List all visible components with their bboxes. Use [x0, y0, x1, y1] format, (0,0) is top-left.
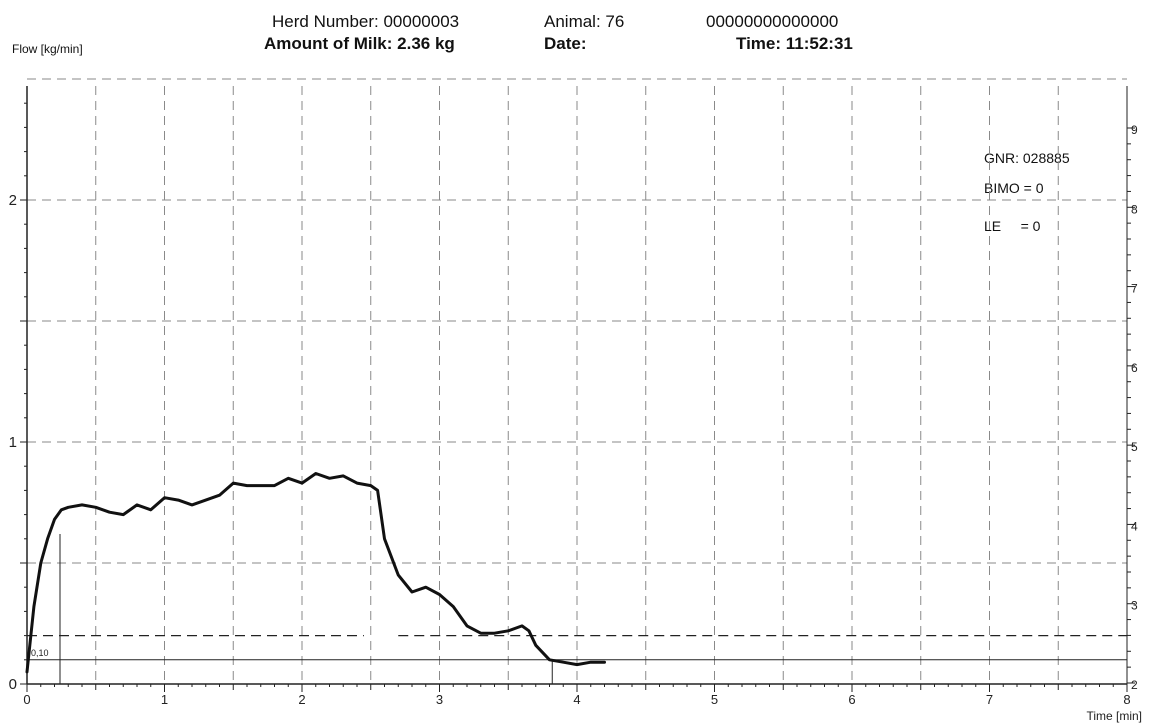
y-tick-label: 2: [9, 192, 17, 209]
amount-of-milk: Amount of Milk: 2.36 kg: [264, 34, 455, 53]
right-tick-label: 7: [1131, 282, 1138, 296]
bimo-value: BIMO = 0: [984, 180, 1044, 196]
right-tick-label: 4: [1131, 519, 1138, 533]
x-tick-label: 4: [573, 692, 580, 707]
right-tick-label: 6: [1131, 361, 1138, 375]
flow-series-line: [25, 472, 606, 674]
x-tick-label: 7: [986, 692, 993, 707]
id-code: 00000000000000: [706, 12, 839, 31]
x-tick-label: 3: [436, 692, 443, 707]
y-axis-label: Flow [kg/min]: [12, 42, 83, 56]
x-axis-label: Time [min]: [1086, 709, 1142, 723]
x-tick-label: 1: [161, 692, 168, 707]
right-tick-label: 9: [1131, 123, 1138, 137]
x-tick-label: 6: [848, 692, 855, 707]
right-tick-label: 3: [1131, 599, 1138, 613]
right-tick-label: 2: [1131, 678, 1138, 692]
threshold-label: 0,10: [31, 648, 49, 658]
herd-number: Herd Number: 00000003: [272, 12, 460, 31]
le-value: LE = 0: [984, 218, 1041, 234]
right-tick-label: 5: [1131, 440, 1138, 454]
x-tick-label: 5: [711, 692, 718, 707]
y-tick-label: 0: [9, 676, 17, 693]
time-label: Time: 11:52:31: [736, 34, 853, 53]
y-tick-label: 1: [9, 434, 17, 451]
x-tick-label: 0: [23, 692, 30, 707]
animal-number: Animal: 76: [544, 12, 625, 31]
right-tick-label: 8: [1131, 202, 1138, 216]
date-label: Date:: [544, 34, 587, 53]
gnr-value: GNR: 028885: [984, 150, 1070, 166]
x-tick-label: 2: [298, 692, 305, 707]
x-tick-label: 8: [1123, 692, 1130, 707]
